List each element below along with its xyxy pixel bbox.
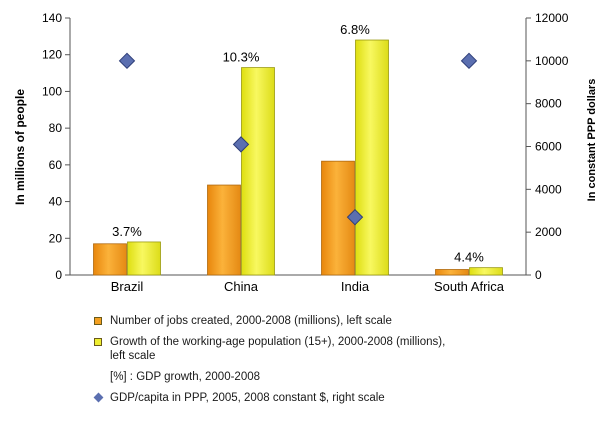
gdp-capita-point-brazil [118, 52, 136, 70]
y2-tick-label: 8000 [535, 97, 562, 111]
legend-swatch-jobs [94, 317, 102, 325]
bar-jobs-brazil [93, 243, 127, 276]
y-tick-label: 60 [49, 158, 63, 172]
bar-population-india [355, 39, 389, 276]
y-tick-label: 0 [55, 268, 62, 282]
y2-tick-label: 12000 [535, 11, 569, 25]
gdp-growth-label-china: 10.3% [223, 50, 260, 65]
chart: In millions of people In constant PPP do… [13, 11, 598, 294]
bar-jobs-south-africa [435, 269, 469, 276]
gdp-capita-point-china [232, 136, 250, 153]
legend-label-population-line1: Growth of the working-age population (15… [110, 336, 446, 348]
y-tick-label: 40 [49, 195, 63, 209]
legend-item-gdp-capita: GDP/capita in PPP, 2005, 2008 constant $… [93, 391, 534, 405]
legend-swatch-population [94, 338, 102, 346]
legend-item-gdp-growth: [%] : GDP growth, 2000-2008 [94, 370, 534, 384]
y2-tick-label: 0 [535, 268, 542, 282]
legend-item-jobs: Number of jobs created, 2000-2008 (milli… [94, 314, 534, 328]
x-tick-label-china: China [224, 279, 259, 294]
x-tick-label-south-africa: South Africa [434, 279, 505, 294]
gdp-capita-point-south-africa [460, 52, 478, 70]
legend-label-population-line2: left scale [110, 350, 156, 362]
x-tick-label-brazil: Brazil [111, 279, 144, 294]
legend-label-gdp-capita: GDP/capita in PPP, 2005, 2008 constant $… [110, 392, 385, 404]
legend-item-population: Growth of the working-age population (15… [94, 335, 534, 363]
y-tick-label: 140 [42, 11, 62, 25]
y2-tick-label: 4000 [535, 182, 562, 196]
legend-label-jobs: Number of jobs created, 2000-2008 (milli… [110, 315, 392, 327]
gdp-growth-label-india: 6.8% [340, 22, 370, 37]
y-tick-label: 100 [42, 84, 62, 98]
bar-population-brazil [127, 241, 161, 276]
bar-jobs-china [207, 184, 241, 276]
bar-population-china [241, 67, 275, 276]
y-tick-label: 20 [49, 231, 63, 245]
bar-population-south-africa [469, 267, 503, 276]
y-tick-label: 120 [42, 48, 62, 62]
y2-axis-label: In constant PPP dollars [586, 79, 598, 202]
y-axis-label: In millions of people [13, 89, 27, 205]
y2-tick-label: 6000 [535, 140, 562, 154]
legend-label-gdp-growth: [%] : GDP growth, 2000-2008 [110, 371, 261, 383]
y2-tick-label: 10000 [535, 54, 569, 68]
x-tick-label-india: India [341, 279, 370, 294]
y-tick-label: 80 [49, 121, 63, 135]
legend-diamond-icon [93, 392, 104, 403]
legend: Number of jobs created, 2000-2008 (milli… [93, 314, 534, 412]
y2-tick-label: 2000 [535, 225, 562, 239]
gdp-growth-label-south-africa: 4.4% [454, 250, 484, 265]
gdp-growth-label-brazil: 3.7% [112, 224, 142, 239]
gdp-capita-point-india [346, 208, 364, 226]
